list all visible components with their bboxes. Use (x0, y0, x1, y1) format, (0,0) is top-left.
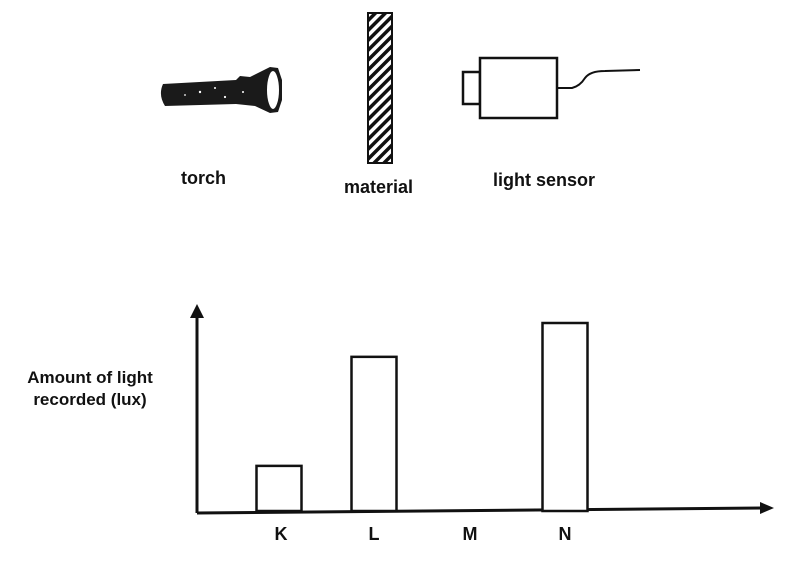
x-tick-label-M: M (462, 524, 478, 544)
material-slab (367, 12, 393, 164)
y-axis-label: Amount of light recorded (lux) (0, 367, 180, 411)
material-label: material (344, 177, 414, 197)
chart-bars (255, 321, 589, 513)
x-tick-label-L: L (368, 524, 380, 544)
sensor-label: light sensor (493, 170, 596, 190)
bar-N (541, 321, 589, 513)
bar-L (350, 355, 398, 513)
x-tick-label-K: K (274, 524, 288, 544)
torch-label: torch (181, 168, 226, 188)
x-axis-arrow (760, 502, 774, 514)
x-tick-label-N: N (558, 524, 572, 544)
y-axis-arrow (190, 304, 204, 318)
y-axis-label-line1: Amount of light (27, 368, 153, 387)
bar-K (255, 464, 303, 513)
y-axis-label-line2: recorded (lux) (33, 390, 147, 409)
light-sensor-icon (461, 56, 641, 120)
torch-icon (160, 67, 282, 113)
